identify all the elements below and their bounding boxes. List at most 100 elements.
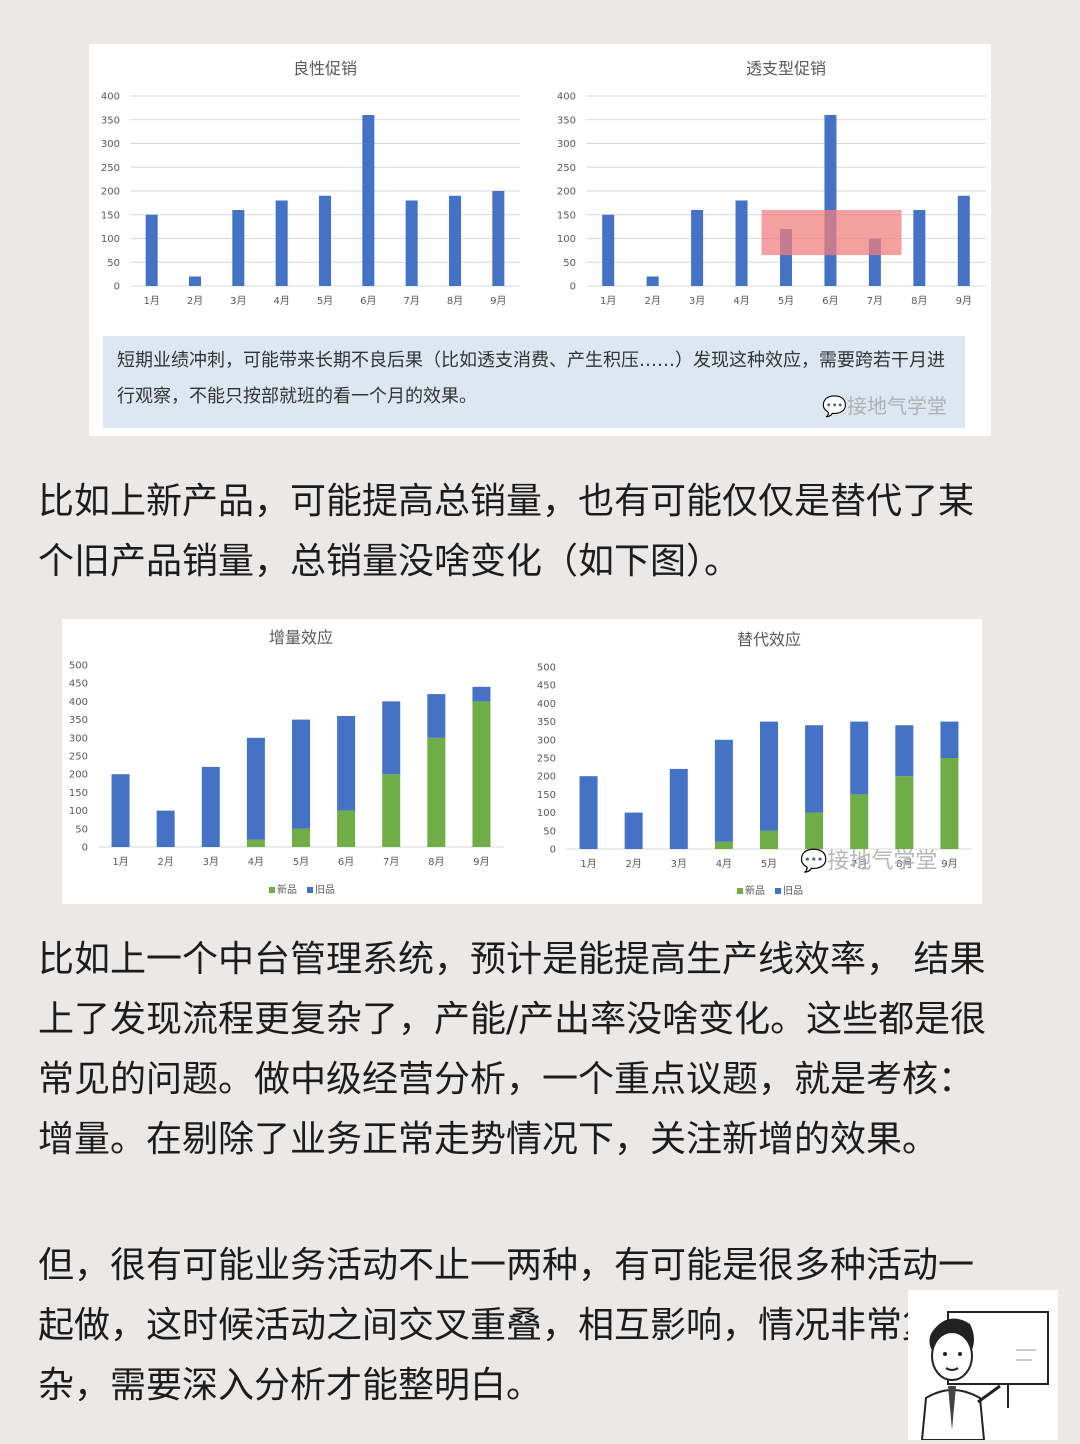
watermark-1: 💬接地气学堂: [822, 394, 947, 418]
chart-title-2: 透支型促销: [746, 59, 826, 78]
bar-new-4: [246, 839, 265, 847]
x-tick-label: 6月: [822, 295, 838, 307]
bar-old-7: [850, 721, 869, 795]
x-tick-label: 9月: [490, 295, 506, 307]
x-tick-label: 5月: [317, 295, 333, 307]
y-tick-label: 250: [101, 163, 120, 174]
bar-new-9: [940, 758, 959, 849]
x-tick-label: 2月: [187, 295, 203, 307]
y-tick-label: 300: [101, 139, 120, 150]
bar-9: [957, 195, 970, 286]
y-tick-label: 200: [69, 770, 88, 781]
y-tick-label: 500: [537, 663, 556, 674]
y-tick-label: 350: [537, 717, 556, 728]
x-tick-label: 6月: [806, 858, 822, 870]
legend-swatch-2: [307, 887, 313, 893]
paragraph-3: 但，很有可能业务活动不止一两种，有可能是很多种活动一 起做，这时候活动之间交叉重…: [38, 1245, 975, 1406]
x-tick-label: 3月: [203, 856, 219, 868]
bar-old-3: [201, 766, 220, 847]
bar-3: [232, 210, 245, 286]
bar-2: [189, 276, 201, 286]
legend-label-1: 新品: [745, 884, 765, 897]
legend-label-2: 旧品: [783, 885, 803, 897]
x-tick-label: 7月: [851, 858, 867, 870]
y-tick-label: 150: [69, 788, 88, 799]
watermark-text-1: 接地气学堂: [847, 394, 947, 418]
bar-4: [275, 200, 288, 286]
teacher-illustration-icon: [920, 1311, 1049, 1441]
y-tick-label: 300: [537, 735, 556, 746]
bar-new-6: [805, 812, 824, 849]
x-tick-label: 6月: [338, 856, 354, 868]
y-tick-label: 100: [69, 806, 88, 817]
bar-2: [646, 276, 659, 286]
y-tick-label: 100: [101, 234, 120, 245]
y-tick-label: 350: [69, 715, 88, 726]
y-tick-label: 150: [557, 210, 576, 221]
x-tick-label: 3月: [671, 858, 687, 870]
y-tick-label: 150: [101, 210, 120, 221]
bar-old-2: [156, 810, 175, 847]
x-tick-label: 8月: [447, 295, 463, 307]
bar-old-4: [714, 739, 733, 842]
watermark-2: 💬接地气学堂: [800, 849, 937, 875]
bar-old-2: [624, 812, 643, 849]
y-tick-label: 0: [114, 282, 120, 293]
bar-old-5: [292, 719, 310, 829]
x-tick-label: 4月: [733, 295, 749, 307]
y-tick-label: 300: [69, 733, 88, 744]
x-tick-label: 2月: [157, 856, 173, 868]
y-tick-label: 200: [557, 187, 576, 198]
highlight-box: [761, 210, 902, 256]
x-tick-label: 4月: [716, 858, 732, 870]
promotion-charts-panel: 良性促销 0 50 100 150 200 250 300 350 400 1月 2月 3月 4月 5月 6月…: [89, 44, 991, 436]
bar-old-9: [940, 721, 959, 758]
y-tick-label: 450: [69, 679, 88, 690]
watermark-text-2: 接地气学堂: [827, 849, 938, 874]
y-tick-label: 350: [557, 115, 576, 126]
y-tick-label: 0: [550, 845, 556, 856]
legend-swatch-1: [269, 887, 275, 893]
y-tick-label: 100: [557, 234, 576, 245]
bar-old-8: [427, 694, 446, 738]
bar-old-5: [760, 721, 778, 831]
bar-new-8: [895, 776, 914, 849]
legend-label-1: 新品: [277, 883, 297, 896]
bar-old-9: [472, 686, 491, 702]
y-tick-label: 250: [557, 163, 576, 174]
caption-box: 短期业绩冲刺，可能带来长期不良后果（比如透支消费、产生积压……）发现这种效应，需…: [103, 336, 965, 428]
bar-6: [824, 115, 837, 286]
caption-text: 短期业绩冲刺，可能带来长期不良后果（比如透支消费、产生积压……）发现这种效应，需…: [117, 350, 945, 407]
y-tick-label: 400: [101, 92, 120, 103]
bar-old-3: [669, 768, 688, 849]
x-tick-label: 1月: [143, 295, 159, 307]
bar-old-1: [111, 774, 130, 847]
x-tick-label: 9月: [941, 858, 957, 870]
x-tick-label: 8月: [911, 295, 927, 307]
x-tick-label: 3月: [689, 295, 705, 307]
y-tick-label: 150: [537, 790, 556, 801]
x-tick-label: 1月: [580, 858, 596, 870]
y-tick-label: 250: [537, 754, 556, 765]
y-tick-label: 0: [570, 282, 576, 293]
y-tick-label: 50: [107, 258, 120, 269]
bar-old-8: [895, 725, 914, 777]
bar-new-9: [472, 701, 491, 847]
y-tick-label: 100: [537, 808, 556, 819]
bar-new-7: [850, 794, 869, 849]
bar-old-1: [579, 776, 598, 849]
bar-3: [691, 210, 704, 286]
bar-7: [405, 200, 418, 286]
bar-1: [602, 214, 615, 286]
y-tick-label: 50: [75, 824, 88, 835]
x-tick-label: 4月: [248, 856, 264, 868]
paragraph-2: 比如上一个中台管理系统，预计是能提高生产线效率， 结果 上了发现流程更复杂了，产…: [38, 939, 987, 1160]
y-tick-label: 200: [537, 772, 556, 783]
bar-old-4: [246, 737, 265, 840]
legend-label-2: 旧品: [315, 884, 335, 896]
bar-old-6: [805, 725, 824, 813]
legend-swatch-2: [775, 888, 781, 894]
bar-6: [362, 115, 375, 286]
bar-old-7: [382, 701, 401, 775]
